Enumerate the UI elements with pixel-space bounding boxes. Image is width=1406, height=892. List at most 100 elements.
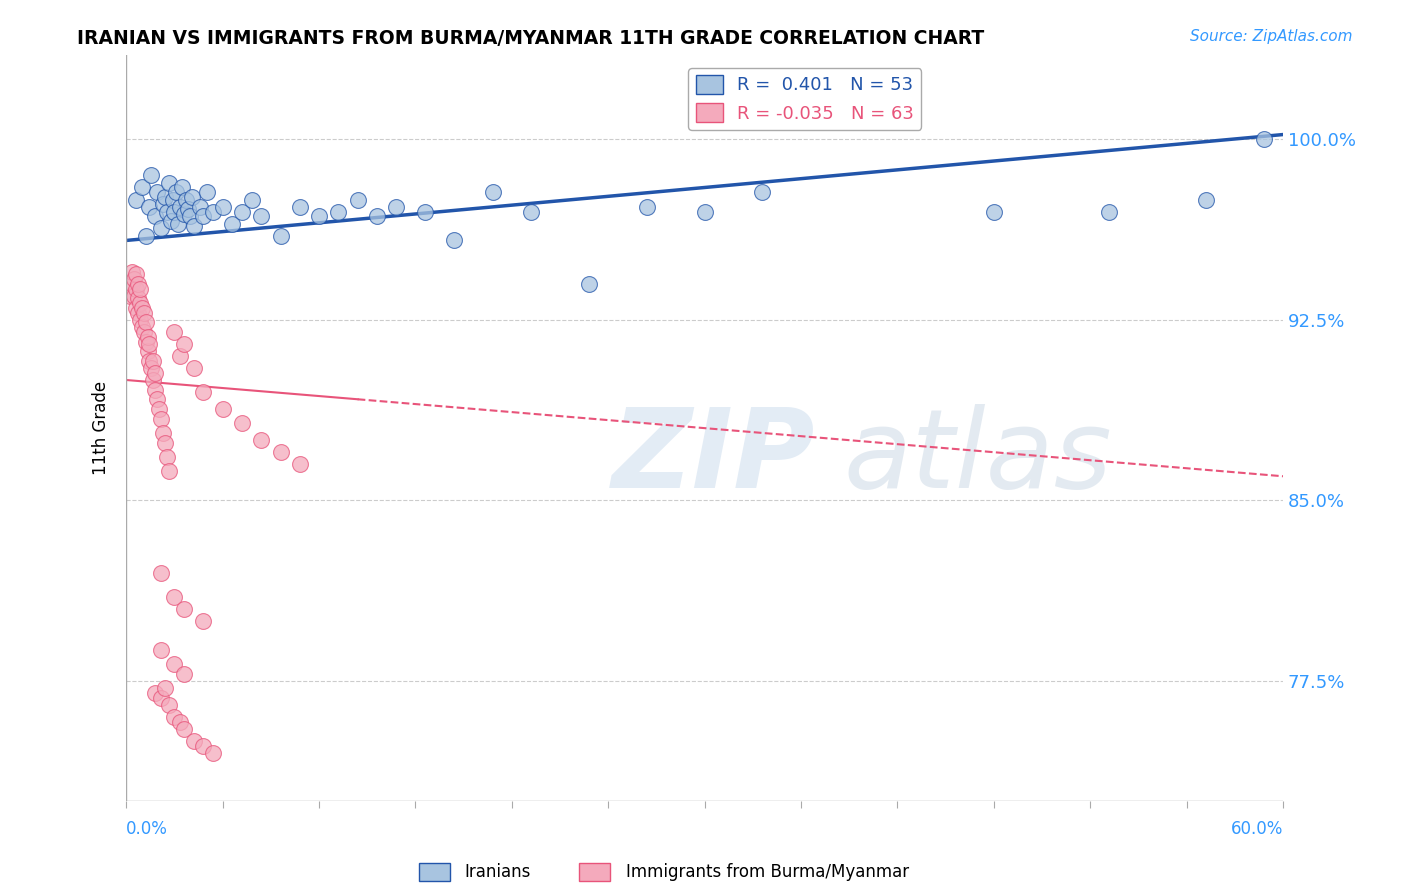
Point [142,373,165,387]
Point [173,722,195,736]
Point [121,265,143,279]
Point [346,193,368,207]
Point [693,204,716,219]
Point [125,301,148,315]
Point [127,291,149,305]
Point [163,204,186,219]
Point [153,190,176,204]
Point [174,193,197,207]
Point [167,217,190,231]
Point [183,219,205,233]
Point [120,289,142,303]
Point [150,221,173,235]
Point [136,329,159,343]
Point [143,383,166,397]
Point [169,714,191,729]
Legend: R =  0.401   N = 53, R = -0.035   N = 63: R = 0.401 N = 53, R = -0.035 N = 63 [689,68,921,130]
Point [156,204,179,219]
Point [150,690,173,705]
Point [156,450,179,464]
Point [152,197,174,211]
Point [138,337,160,351]
Point [288,457,311,471]
Point [211,401,233,416]
Point [141,169,163,183]
Point [481,186,503,200]
Point [1098,204,1121,219]
Point [128,296,150,310]
Point [231,417,253,431]
Point [221,217,243,231]
Point [183,361,205,376]
Point [122,289,145,303]
Point [163,325,186,339]
Point [179,210,201,224]
Point [169,200,191,214]
Point [157,698,180,712]
Point [142,353,165,368]
Point [211,200,233,214]
Point [983,204,1005,219]
Point [520,204,543,219]
Point [163,590,186,604]
Point [132,305,155,319]
Point [188,200,211,214]
Point [172,180,194,194]
Point [751,186,773,200]
Point [127,305,149,319]
Point [169,349,191,363]
Point [143,366,166,380]
Point [288,200,311,214]
Point [150,566,173,580]
Point [152,425,174,440]
Point [413,204,436,219]
Point [165,186,187,200]
Point [231,204,253,219]
Point [122,272,145,286]
Point [138,353,160,368]
Point [173,207,195,221]
Point [202,204,225,219]
Point [131,301,153,315]
Point [202,746,225,760]
Point [125,282,148,296]
Point [195,186,218,200]
Point [385,200,408,214]
Point [131,180,153,194]
Point [150,642,173,657]
Point [270,228,292,243]
Point [146,186,169,200]
Y-axis label: 11th Grade: 11th Grade [93,381,110,475]
Point [193,614,215,628]
Point [135,228,157,243]
Point [159,214,181,228]
Point [443,234,465,248]
Point [328,204,350,219]
Point [125,267,148,281]
Point [127,277,149,291]
Text: Iranians: Iranians [464,863,530,881]
Point [162,193,184,207]
Point [148,401,170,416]
Point [1253,132,1275,146]
Point [173,666,195,681]
Point [636,200,658,214]
Point [136,344,159,359]
Point [308,210,330,224]
Point [135,315,157,329]
Text: Immigrants from Burma/Myanmar: Immigrants from Burma/Myanmar [626,863,908,881]
Text: Source: ZipAtlas.com: Source: ZipAtlas.com [1189,29,1353,45]
Point [193,385,215,400]
Point [193,210,215,224]
Point [177,202,200,216]
Point [163,710,186,724]
Point [125,193,148,207]
Point [270,445,292,459]
Point [146,392,169,407]
Point [141,361,163,376]
Point [250,210,273,224]
Point [150,411,173,425]
Point [193,739,215,753]
Point [366,210,388,224]
Text: 60.0%: 60.0% [1230,821,1284,838]
